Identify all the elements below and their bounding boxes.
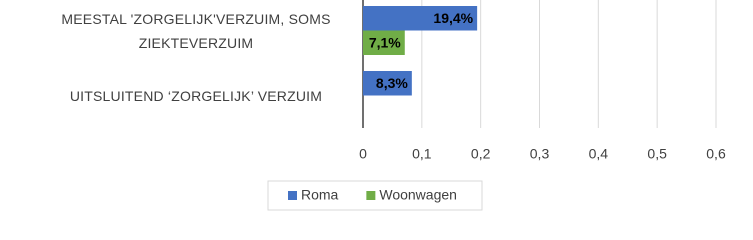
legend-swatch (366, 191, 376, 200)
data-label: 19,4% (433, 10, 473, 26)
legend-swatch (288, 191, 297, 200)
x-tick-label: 0,5 (647, 146, 667, 162)
x-tick-label: 0,1 (412, 146, 432, 162)
bar (363, 30, 405, 55)
legend-label: Roma (301, 187, 339, 203)
data-label: 8,3% (376, 75, 408, 91)
x-tick-label: 0,3 (530, 146, 550, 162)
plot: 0 0,1 0,2 0,3 0,4 0,5 0,6 19,4% 7,1% 8,3% Roma Woon… (267, 0, 726, 211)
x-tick-label: 0,4 (589, 146, 609, 162)
x-tick-label: 0 (359, 146, 367, 162)
bar (363, 6, 478, 31)
data-label: 7,1% (369, 34, 401, 50)
x-tick-label: 0,6 (706, 146, 726, 162)
category-label: UITSLUITEND ‘ZORGELIJK’ VERZUIM (69, 87, 323, 104)
category-label: MEESTAL 'ZORGELIJK'VERZUIM, SOMS ZIEKTEV… (61, 10, 331, 51)
chart: 0 0,1 0,2 0,3 0,4 0,5 0,6 19,4% 7,1% 8,3% Roma Woon… (61, 0, 726, 211)
legend-label: Woonwagen (379, 187, 457, 203)
x-tick-label: 0,2 (471, 146, 491, 162)
bar (363, 71, 412, 96)
